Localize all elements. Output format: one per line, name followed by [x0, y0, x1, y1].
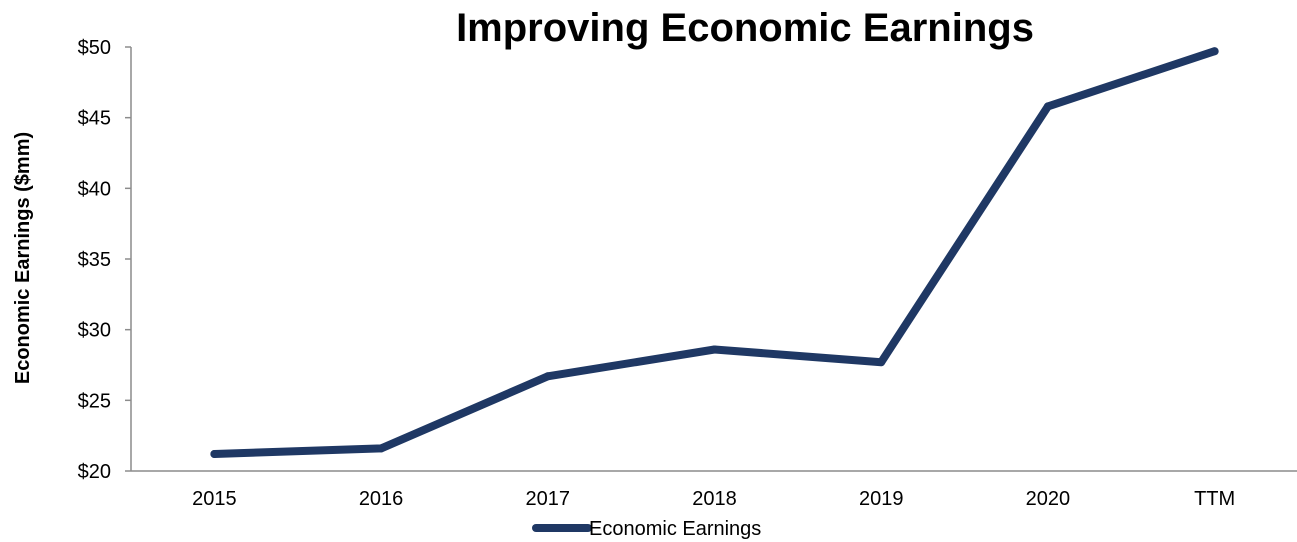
y-tick-label: $45 — [78, 108, 111, 130]
data-point — [710, 345, 719, 354]
chart-title: Improving Economic Earnings — [456, 6, 1034, 50]
legend-label: Economic Earnings — [589, 518, 761, 540]
y-tick-label: $20 — [78, 461, 111, 483]
y-tick-label: $50 — [78, 37, 111, 59]
y-axis-label: Economic Earnings ($mm) — [12, 132, 34, 384]
y-axis-ticks: $20 $25 $30 $35 $40 $45 $50 — [78, 37, 131, 483]
x-axis-ticks: 2015 2016 2017 2018 2019 2020 TTM — [192, 488, 1235, 510]
data-point — [877, 358, 886, 367]
x-tick-label: 2020 — [1026, 488, 1071, 510]
x-tick-label: 2019 — [859, 488, 904, 510]
data-point — [1043, 102, 1052, 111]
x-tick-label: 2017 — [526, 488, 571, 510]
y-tick-label: $25 — [78, 390, 111, 412]
x-tick-label: 2018 — [692, 488, 737, 510]
series-group — [210, 47, 1219, 459]
series-line-economic-earnings — [210, 47, 1219, 458]
x-tick-label: 2016 — [359, 488, 404, 510]
data-point — [210, 450, 219, 459]
data-point — [1210, 47, 1219, 56]
data-point — [543, 372, 552, 381]
x-tick-label: 2015 — [192, 488, 237, 510]
y-tick-label: $40 — [78, 178, 111, 200]
legend: Economic Earnings — [532, 518, 761, 540]
x-tick-label: TTM — [1194, 488, 1235, 510]
y-tick-label: $35 — [78, 249, 111, 271]
data-point — [377, 444, 386, 453]
y-tick-label: $30 — [78, 320, 111, 342]
